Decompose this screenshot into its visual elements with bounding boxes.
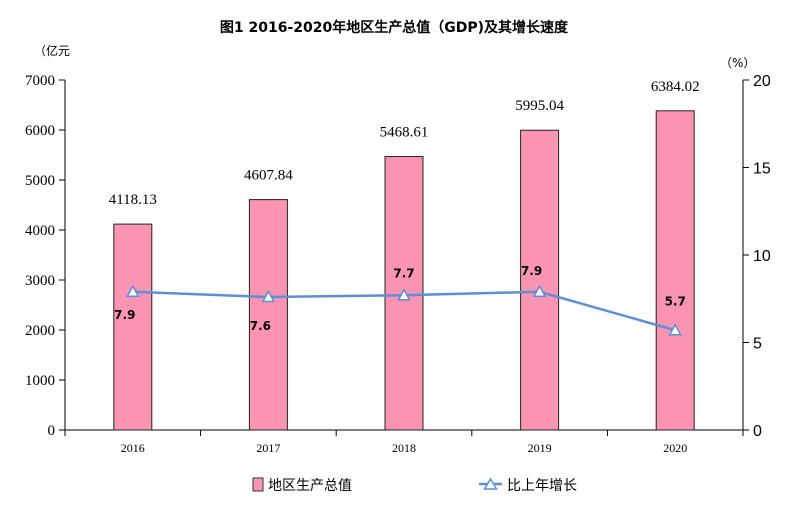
line-series	[126, 284, 682, 336]
bar-labels: 4118.13 4607.84 5468.61 5995.04 6384.02	[109, 79, 700, 208]
bar-data-label: 4118.13	[109, 192, 157, 208]
right-tick-label: 10	[753, 248, 771, 265]
line-data-label: 7.7	[393, 266, 414, 280]
bar	[113, 223, 153, 431]
line-point-marker	[532, 284, 547, 297]
x-tick-label: 2019	[528, 441, 552, 455]
bar-data-label: 6384.02	[651, 79, 700, 95]
bar	[655, 110, 695, 431]
line-point-marker	[668, 323, 682, 336]
right-tick-label: 0	[753, 423, 762, 440]
left-tick-label: 2000	[25, 323, 55, 339]
left-tick-label: 3000	[25, 273, 55, 289]
right-tick-label: 15	[753, 161, 771, 178]
legend-label-line: 比上年增长	[507, 478, 577, 494]
x-tick-label: 2016	[121, 441, 145, 455]
x-tick-label: 2020	[663, 441, 687, 455]
right-tick-label: 20	[753, 73, 771, 90]
line-data-label: 7.9	[114, 308, 135, 322]
bar-data-label: 5468.61	[380, 125, 429, 141]
bar	[248, 199, 288, 431]
left-axis-unit: （亿元	[34, 43, 70, 58]
legend-label-bar: 地区生产总值	[268, 478, 352, 494]
right-tick-label: 5	[753, 336, 762, 353]
x-tick-label: 2017	[256, 441, 280, 455]
line-labels: 7.9 7.6 7.7 7.9 5.7	[114, 264, 686, 333]
left-tick-label: 6000	[25, 123, 55, 139]
left-axis: 0 1000 2000 3000 4000 5000 6000 7000	[25, 73, 66, 439]
bar-series	[113, 110, 695, 431]
bar-data-label: 4607.84	[244, 168, 293, 184]
x-axis: 2016 2017 2018 2019 2020	[64, 429, 744, 455]
legend: 地区生产总值 比上年增长	[252, 477, 577, 494]
line-data-label: 7.9	[521, 264, 542, 278]
line-point-marker	[126, 284, 140, 297]
left-tick-label: 1000	[25, 373, 55, 389]
left-tick-label: 5000	[25, 173, 55, 189]
right-axis: 0 5 10 15 20	[742, 73, 771, 440]
line-data-label: 7.6	[250, 319, 271, 333]
line-data-label: 5.7	[665, 294, 686, 308]
line-point-marker	[397, 288, 411, 301]
left-tick-label: 4000	[25, 223, 55, 239]
right-axis-unit: （%）	[720, 56, 755, 70]
left-tick-label: 0	[48, 423, 56, 439]
x-tick-label: 2018	[392, 441, 416, 455]
left-tick-label: 7000	[25, 73, 55, 89]
chart-title: 图1 2016-2020年地区生产总值（GDP)及其增长速度	[220, 19, 569, 36]
bar	[520, 129, 560, 431]
legend-swatch-bar	[252, 477, 264, 492]
bar-data-label: 5995.04	[515, 98, 564, 114]
line-point-marker	[261, 289, 276, 303]
legend-marker-triangle-icon	[483, 477, 498, 490]
